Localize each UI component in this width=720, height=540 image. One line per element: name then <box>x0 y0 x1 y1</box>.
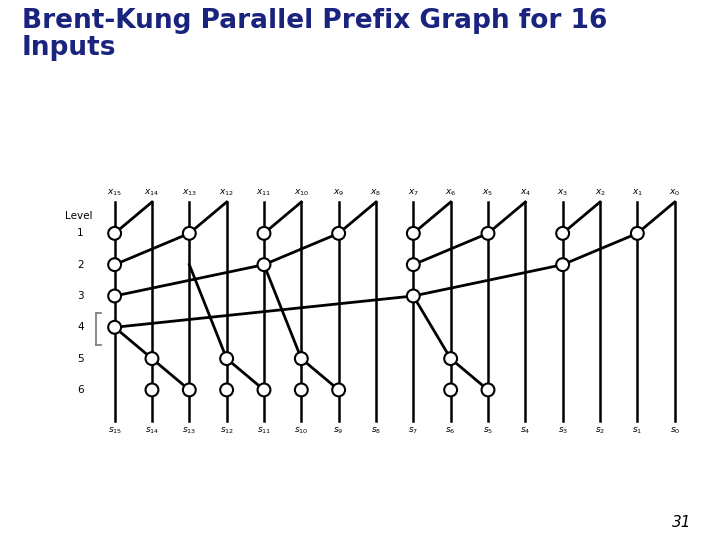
Text: $x_{3}$: $x_{3}$ <box>557 187 568 198</box>
Circle shape <box>444 352 457 365</box>
Circle shape <box>482 383 495 396</box>
Text: $x_{0}$: $x_{0}$ <box>669 187 680 198</box>
Text: $s_{10}$: $s_{10}$ <box>294 425 308 436</box>
Text: $x_{14}$: $x_{14}$ <box>145 187 160 198</box>
Circle shape <box>258 227 271 240</box>
Text: Brent-Kung Parallel Prefix Graph for 16: Brent-Kung Parallel Prefix Graph for 16 <box>22 8 607 34</box>
Circle shape <box>557 227 569 240</box>
Text: $s_{9}$: $s_{9}$ <box>333 425 344 436</box>
Circle shape <box>407 289 420 302</box>
Circle shape <box>407 227 420 240</box>
Text: $x_{11}$: $x_{11}$ <box>256 187 271 198</box>
Circle shape <box>407 258 420 271</box>
Circle shape <box>631 227 644 240</box>
Circle shape <box>557 258 569 271</box>
Text: $x_{7}$: $x_{7}$ <box>408 187 419 198</box>
Text: $s_{1}$: $s_{1}$ <box>632 425 642 436</box>
Text: $x_{8}$: $x_{8}$ <box>371 187 382 198</box>
Circle shape <box>183 227 196 240</box>
Text: $s_{5}$: $s_{5}$ <box>483 425 493 436</box>
Text: 3: 3 <box>77 291 84 301</box>
Circle shape <box>108 321 121 334</box>
Text: $x_{6}$: $x_{6}$ <box>445 187 456 198</box>
Text: $s_{3}$: $s_{3}$ <box>557 425 568 436</box>
Text: $x_{1}$: $x_{1}$ <box>631 187 643 198</box>
Text: 6: 6 <box>77 385 84 395</box>
Text: $x_{15}$: $x_{15}$ <box>107 187 122 198</box>
Text: Inputs: Inputs <box>22 35 116 61</box>
Text: 31: 31 <box>672 515 691 530</box>
Text: $s_{14}$: $s_{14}$ <box>145 425 159 436</box>
Text: 4: 4 <box>77 322 84 332</box>
Text: $s_{12}$: $s_{12}$ <box>220 425 234 436</box>
Circle shape <box>444 383 457 396</box>
Circle shape <box>145 383 158 396</box>
Text: $s_{15}$: $s_{15}$ <box>107 425 122 436</box>
Text: $s_{2}$: $s_{2}$ <box>595 425 605 436</box>
Text: Level: Level <box>65 211 92 221</box>
Circle shape <box>482 227 495 240</box>
Circle shape <box>332 227 345 240</box>
Circle shape <box>295 383 307 396</box>
Text: $s_{8}$: $s_{8}$ <box>371 425 381 436</box>
Text: $s_{0}$: $s_{0}$ <box>670 425 680 436</box>
Text: $s_{4}$: $s_{4}$ <box>520 425 531 436</box>
Circle shape <box>332 383 345 396</box>
Circle shape <box>183 383 196 396</box>
Circle shape <box>145 352 158 365</box>
Text: $x_{9}$: $x_{9}$ <box>333 187 344 198</box>
Circle shape <box>258 383 271 396</box>
Text: $s_{7}$: $s_{7}$ <box>408 425 418 436</box>
Circle shape <box>108 289 121 302</box>
Text: $x_{10}$: $x_{10}$ <box>294 187 309 198</box>
Text: $x_{2}$: $x_{2}$ <box>595 187 606 198</box>
Circle shape <box>220 383 233 396</box>
Text: $s_{6}$: $s_{6}$ <box>446 425 456 436</box>
Circle shape <box>220 352 233 365</box>
Text: $x_{5}$: $x_{5}$ <box>482 187 493 198</box>
Text: 1: 1 <box>77 228 84 238</box>
Text: 5: 5 <box>77 354 84 363</box>
Text: $s_{13}$: $s_{13}$ <box>182 425 197 436</box>
Text: $x_{13}$: $x_{13}$ <box>181 187 197 198</box>
Circle shape <box>108 227 121 240</box>
Circle shape <box>258 258 271 271</box>
Circle shape <box>295 352 307 365</box>
Text: $s_{11}$: $s_{11}$ <box>257 425 271 436</box>
Circle shape <box>108 258 121 271</box>
Text: $x_{12}$: $x_{12}$ <box>219 187 234 198</box>
Text: $x_{4}$: $x_{4}$ <box>520 187 531 198</box>
Text: 2: 2 <box>77 260 84 269</box>
